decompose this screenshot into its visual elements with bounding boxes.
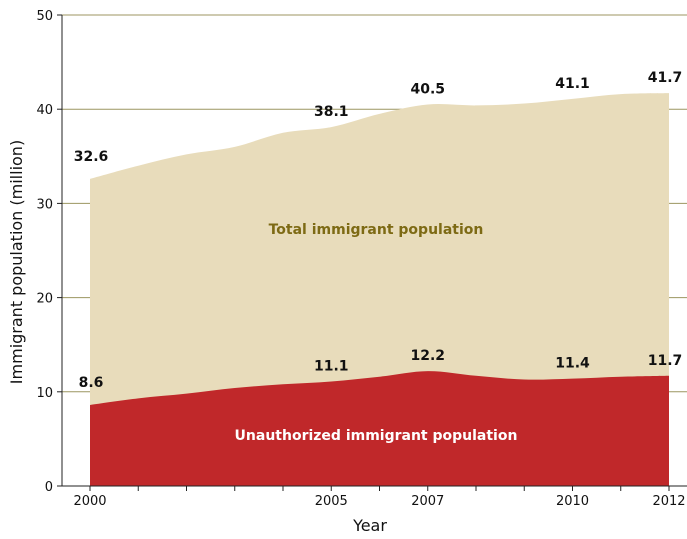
data-label-1-0: 8.6: [79, 375, 104, 391]
data-label-1-2: 12.2: [410, 348, 445, 364]
x-tick-label-1: 2005: [315, 494, 348, 509]
y-axis-title: Immigrant population (million): [7, 140, 26, 384]
area-series-1: [90, 371, 669, 486]
data-labels: 32.6 38.1 40.5 41.1 41.7 8.6 11.1 12.2 11.4 11.7: [74, 70, 683, 391]
data-label-1-3: 11.4: [555, 356, 590, 372]
data-label-0-1: 38.1: [314, 104, 349, 120]
y-tick-label-2: 20: [36, 292, 53, 307]
y-tick-label-5: 50: [36, 9, 53, 24]
tick-labels: 0 10 20 30 40 50 2000 2005 2007 2010 2012: [36, 9, 685, 509]
x-tick-label-3: 2010: [556, 494, 589, 509]
y-tick-label-0: 0: [45, 480, 53, 495]
data-label-1-1: 11.1: [314, 358, 349, 374]
y-tick-label-1: 10: [36, 386, 53, 401]
data-label-0-3: 41.1: [555, 76, 590, 92]
axes: [61, 15, 687, 487]
x-axis-title: Year: [352, 516, 387, 535]
data-label-0-2: 40.5: [410, 81, 445, 97]
x-tick-label-4: 2012: [652, 494, 685, 509]
data-label-1-4: 11.7: [648, 353, 683, 369]
data-label-0-0: 32.6: [74, 149, 109, 165]
series-label-unauthorized: Unauthorized immigrant population: [235, 428, 518, 444]
y-tick-label-4: 40: [36, 103, 53, 118]
area-series: [90, 93, 669, 486]
data-label-0-4: 41.7: [648, 70, 683, 86]
x-tick-label-0: 2000: [73, 494, 106, 509]
x-tick-label-2: 2007: [411, 494, 444, 509]
series-label-total: Total immigrant population: [269, 222, 484, 238]
y-tick-label-3: 30: [36, 197, 53, 212]
